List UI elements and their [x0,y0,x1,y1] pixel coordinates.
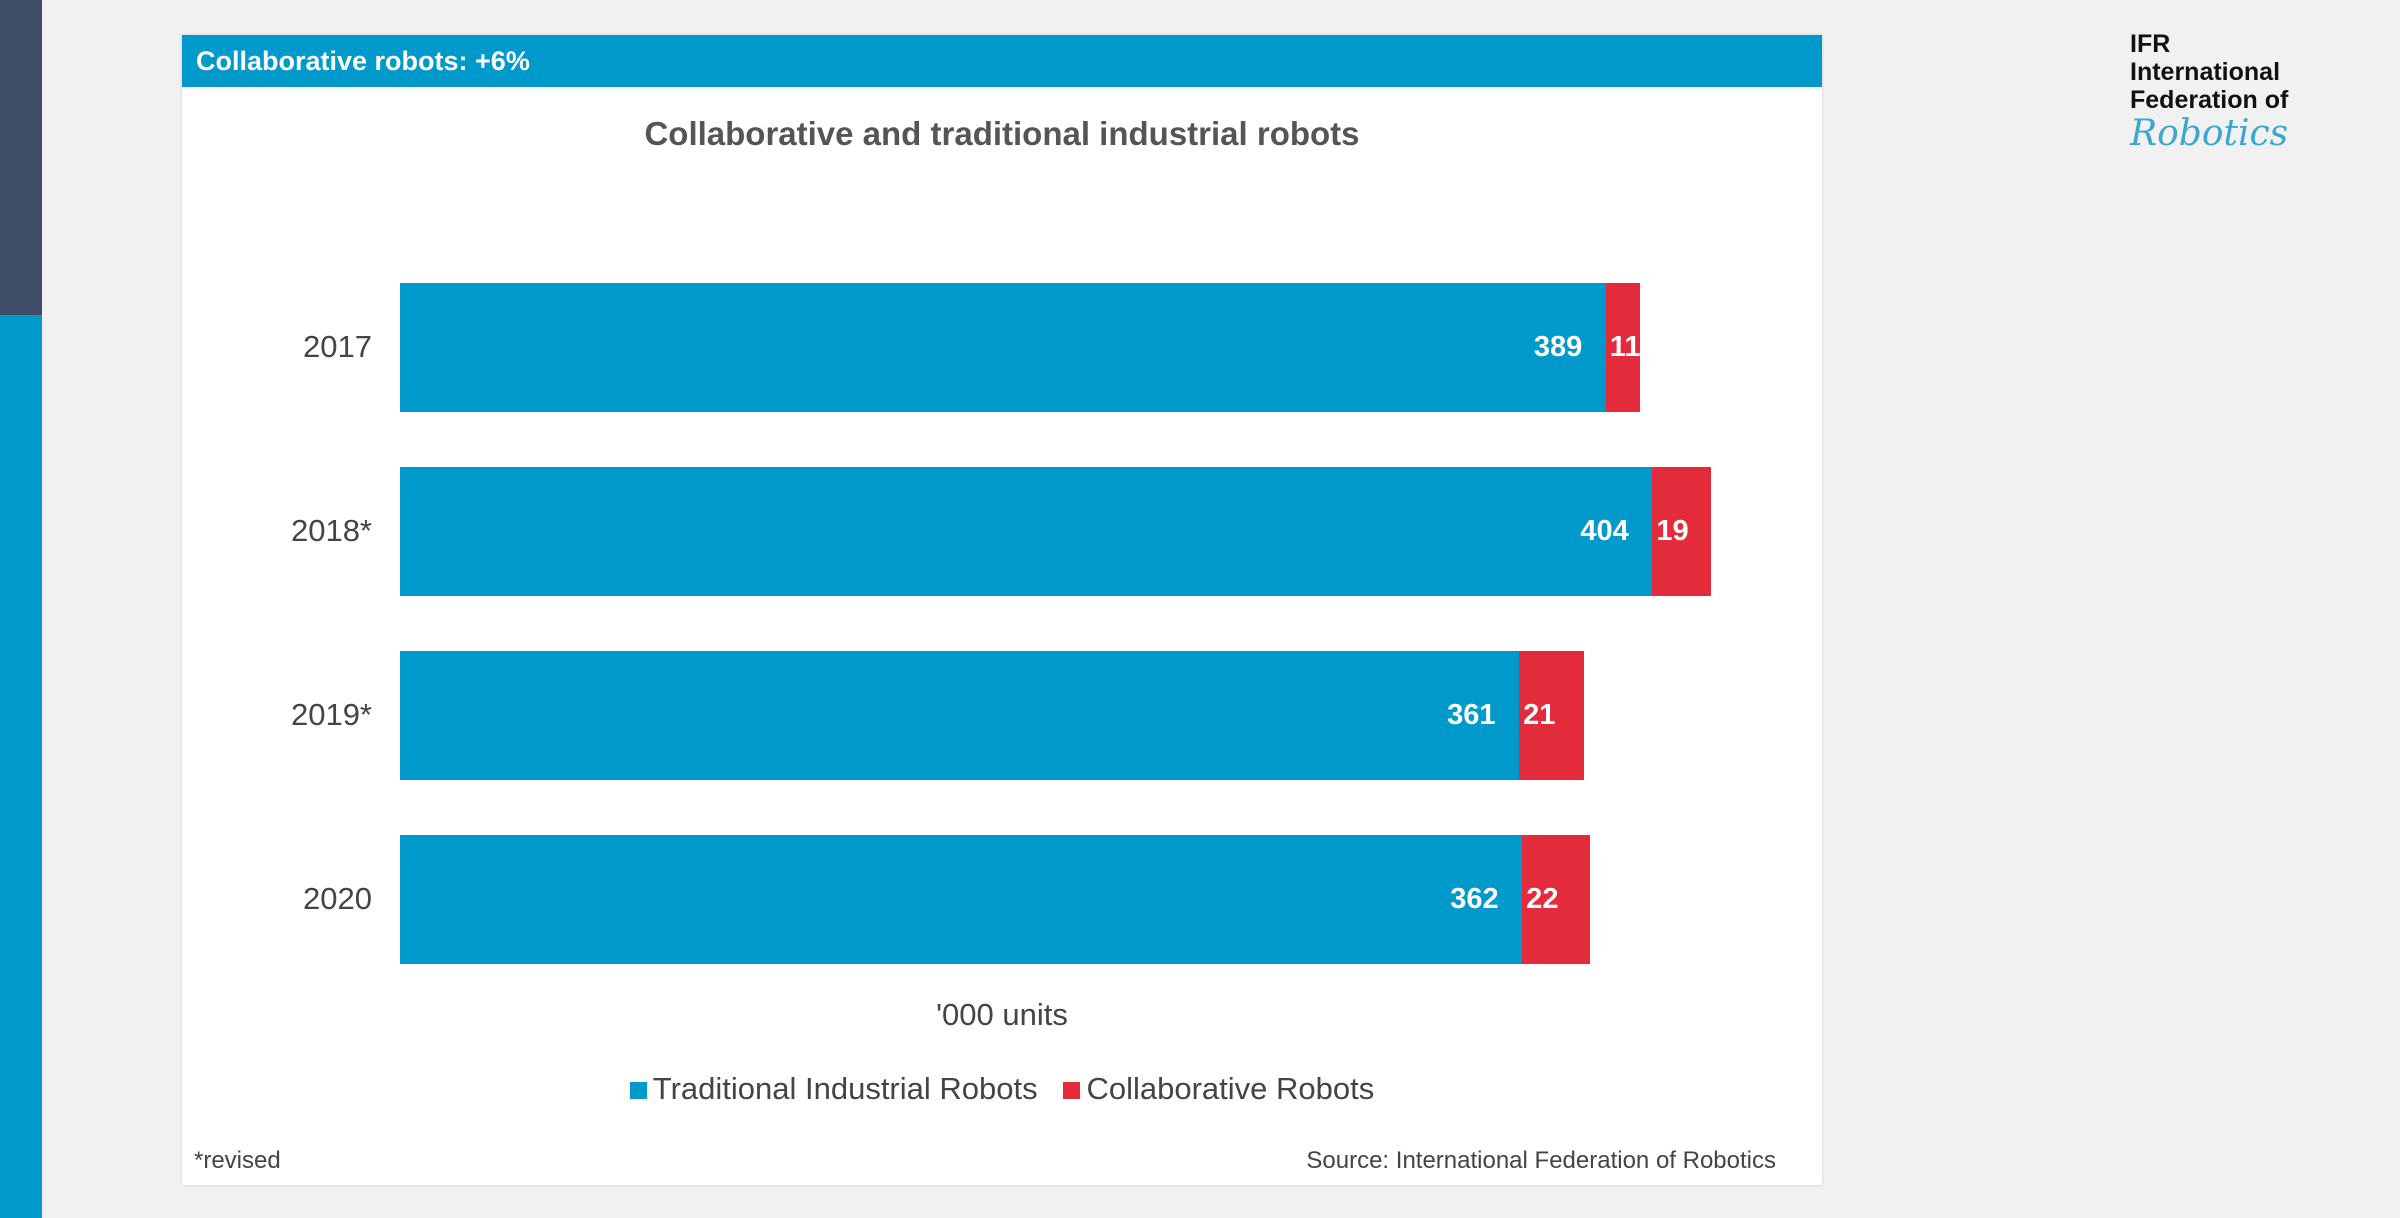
y-tick-label: 2017 [303,329,372,364]
y-tick-label: 2019* [290,697,372,732]
data-label: 11 [1609,331,1641,363]
footnote: *revised [194,1147,281,1174]
data-label: 19 [1656,515,1689,547]
legend-swatch-traditional [629,1082,647,1100]
legend-swatch-collaborative [1063,1082,1081,1100]
collaborative-bar [1652,467,1712,596]
collaborative-bar [1522,835,1591,964]
traditional-bar [400,467,1653,596]
legend-label-traditional: Traditional Industrial Robots [652,1071,1038,1106]
data-label: 21 [1523,699,1556,731]
data-label: 362 [1450,883,1499,915]
legend-label-collaborative: Collaborative Robots [1086,1071,1375,1106]
traditional-bar [400,283,1606,412]
data-label: 389 [1533,331,1583,363]
data-label: 404 [1580,515,1629,547]
logo-script: Robotics [2130,113,2289,154]
traditional-bar [400,651,1520,780]
slide-header: Collaborative robots: +6% [182,35,1822,87]
logo-text: Federation of [2130,86,2289,114]
chart-panel: Collaborative robots: +6% Collaborative … [182,35,1822,1185]
data-label: 361 [1447,699,1496,731]
y-tick-label: 2018* [290,513,372,548]
x-axis-label: '000 units [936,997,1068,1032]
logo-text: IFR [2130,30,2171,58]
ifr-logo: IFR International Federation of Robotics [2130,30,2288,154]
source-note: Source: International Federation of Robo… [1306,1147,1776,1174]
data-label: 22 [1526,883,1559,915]
collaborative-bar [1519,651,1585,780]
chart-title: Collaborative and traditional industrial… [644,115,1360,152]
collaborative-bar [1605,283,1640,412]
y-tick-label: 2020 [303,881,372,916]
logo-text: International [2130,58,2281,86]
sidebar-accent-blue [0,315,42,1218]
sidebar-accent-dark [0,0,42,315]
traditional-bar [400,835,1523,964]
legend: Traditional Industrial Robots Collaborat… [182,1071,1822,1107]
